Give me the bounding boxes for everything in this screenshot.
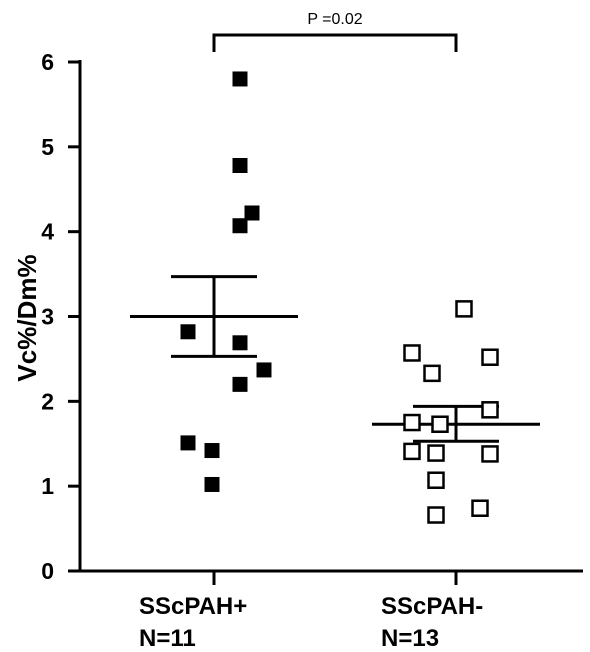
data-point-open xyxy=(481,401,499,419)
data-point-open xyxy=(403,413,421,432)
data-point-filled xyxy=(180,324,196,340)
data-point-open xyxy=(403,442,421,461)
data-point-filled xyxy=(232,71,248,87)
data-point-open xyxy=(427,506,445,524)
data-point-filled xyxy=(232,218,248,234)
data-point-filled xyxy=(256,362,272,378)
y-tick-label: 5 xyxy=(41,134,54,160)
data-point-open xyxy=(403,344,421,362)
mean-sem-bars xyxy=(130,275,540,443)
data-point-filled xyxy=(204,476,220,492)
y-tick-label: 2 xyxy=(41,388,54,414)
data-point-filled xyxy=(180,435,196,451)
data-point-filled xyxy=(204,443,220,459)
data-point-open xyxy=(431,415,449,433)
category-label: SScPAH+ xyxy=(139,593,247,620)
data-point-open xyxy=(423,364,441,383)
p-value-label: P =0.02 xyxy=(307,11,362,28)
y-tick-label: 1 xyxy=(41,473,54,499)
data-point-filled xyxy=(232,376,248,392)
data-point-open xyxy=(455,300,473,318)
bracket-line xyxy=(212,33,458,52)
category-label: SScPAH- xyxy=(381,593,483,620)
data-point-open xyxy=(427,471,445,489)
data-point-filled xyxy=(244,205,260,221)
y-tick-label: 4 xyxy=(41,219,54,245)
significance-bracket: P =0.02 xyxy=(212,11,458,52)
data-point-open xyxy=(427,444,445,462)
x-category-labels: SScPAH+ N=11 SScPAH- N=13 xyxy=(139,593,483,652)
y-tick-label: 0 xyxy=(41,558,54,584)
category-n-label: N=13 xyxy=(381,625,439,652)
y-tick-label: 3 xyxy=(41,304,54,330)
data-point-open xyxy=(481,348,499,366)
data-point-filled xyxy=(232,157,248,173)
y-ticks: 0 1 2 3 4 5 6 xyxy=(41,49,80,584)
data-point-open xyxy=(471,499,489,517)
data-point-filled xyxy=(232,335,248,351)
axes xyxy=(78,60,583,585)
category-n-label: N=11 xyxy=(139,625,196,652)
y-axis-label: Vc%/Dm% xyxy=(12,254,42,381)
data-point-open xyxy=(481,445,499,463)
y-tick-label: 6 xyxy=(41,49,54,75)
data-points xyxy=(180,71,499,524)
